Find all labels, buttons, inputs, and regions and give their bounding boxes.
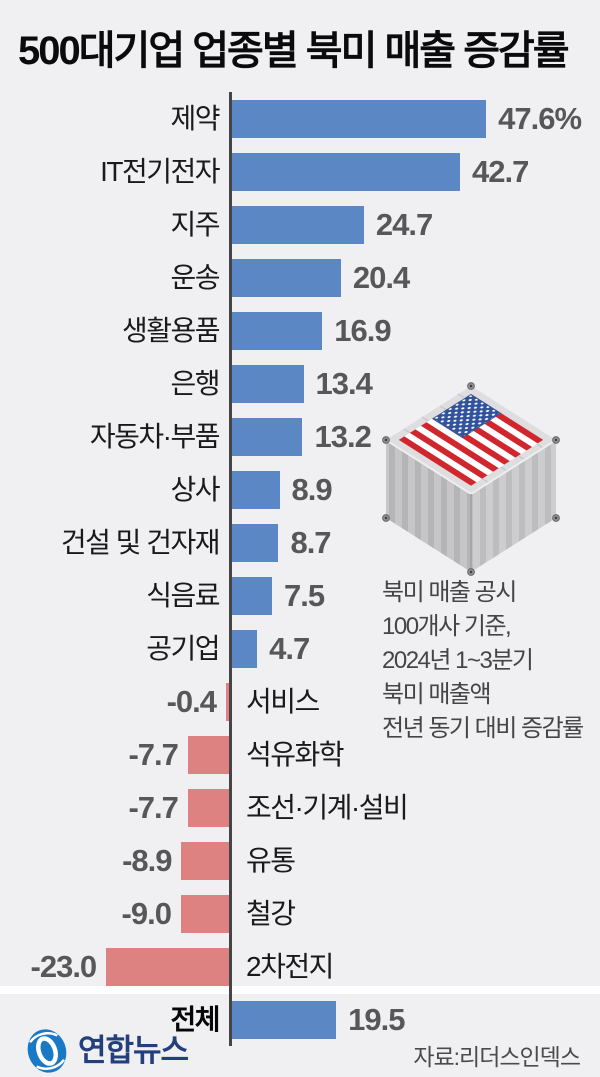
- data-source-credit: 자료:리더스인덱스: [413, 1044, 581, 1070]
- value-label: -0.4: [166, 684, 217, 719]
- note-line: 100개사 기준,: [382, 613, 512, 640]
- bar: [232, 153, 461, 191]
- category-label: 상사: [170, 474, 220, 505]
- chart-row: 유통 -8.9: [0, 834, 600, 887]
- value-label: -7.7: [128, 790, 178, 825]
- bar: [232, 206, 364, 244]
- chart-row: 자동차·부품 13.2: [0, 410, 600, 463]
- chart-row: 공기업 4.7: [0, 622, 600, 675]
- bar: [232, 630, 258, 668]
- category-label: 자동차·부품: [89, 421, 221, 452]
- yonhap-logo-text: 연합뉴스: [78, 1033, 189, 1068]
- category-label: 전체: [170, 1004, 220, 1035]
- bar: [232, 577, 273, 615]
- category-label: 석유화학: [246, 739, 345, 770]
- category-label: 식음료: [146, 580, 220, 611]
- total-row-separator: [0, 986, 600, 994]
- value-label: 42.7: [472, 154, 529, 189]
- chart-row: 건설 및 건자재 8.7: [0, 516, 600, 569]
- category-label: 운송: [170, 262, 220, 293]
- chart-row: 조선·기계·설비 -7.7: [0, 781, 600, 834]
- bar: [232, 418, 303, 456]
- bar: [232, 312, 323, 350]
- value-label: -9.0: [121, 896, 172, 931]
- value-label: -8.9: [122, 843, 172, 878]
- container-left-face: [386, 440, 471, 572]
- note-line: 전년 동기 대비 증감률: [382, 715, 584, 742]
- container-right-face: [471, 440, 556, 572]
- bar: [180, 895, 229, 933]
- page-title: 500대기업 업종별 북미 매출 증감률: [18, 29, 570, 73]
- bar: [232, 471, 280, 509]
- value-label: 4.7: [269, 631, 310, 666]
- value-label: 24.7: [375, 207, 433, 242]
- value-label: -23.0: [30, 949, 98, 984]
- bar: [226, 683, 229, 721]
- bar: [187, 736, 229, 774]
- category-label: 생활용품: [121, 315, 221, 346]
- us-flag: [398, 394, 544, 486]
- note-line: 2024년 1~3분기: [382, 647, 534, 674]
- value-label: 16.9: [334, 313, 391, 348]
- chart-row: 생활용품 16.9: [0, 304, 600, 357]
- category-label: 서비스: [246, 686, 320, 717]
- bar: [232, 365, 304, 403]
- bar: [232, 100, 487, 138]
- category-label: 은행: [170, 368, 220, 399]
- chart-row: 식음료 7.5: [0, 569, 600, 622]
- bar: [187, 789, 229, 827]
- chart-row: 철강 -9.0: [0, 887, 600, 940]
- chart-row: 전체 19.5: [0, 993, 600, 1046]
- category-label: 공기업: [146, 633, 220, 664]
- chart-row: 제약 47.6%: [0, 92, 600, 145]
- chart-row: 2차전지 -23.0: [0, 940, 600, 993]
- chart-row: 서비스 -0.4: [0, 675, 600, 728]
- chart-note: 북미 매출 공시 100개사 기준, 2024년 1~3분기 북미 매출액 전년…: [382, 576, 597, 746]
- note-line: 북미 매출액: [382, 681, 492, 708]
- chart-row: 지주 24.7: [0, 198, 600, 251]
- chart-row: 운송 20.4: [0, 251, 600, 304]
- category-label: 유통: [246, 845, 296, 876]
- category-label: 조선·기계·설비: [246, 792, 409, 823]
- value-label: 20.4: [352, 260, 410, 295]
- chart-row: IT전기전자 42.7: [0, 145, 600, 198]
- chart-axis-line: [229, 92, 232, 1046]
- category-label: IT전기전자: [100, 156, 220, 187]
- bar: [181, 842, 229, 880]
- category-label: 2차전지: [246, 951, 334, 982]
- us-flag-container-illustration: [382, 382, 560, 576]
- value-label: 8.9: [291, 472, 333, 507]
- value-label: 47.6%: [498, 101, 582, 136]
- value-label: 19.5: [348, 1002, 405, 1037]
- bar: [232, 1001, 337, 1039]
- value-label: 7.5: [284, 578, 325, 613]
- category-label: 제약: [170, 103, 220, 134]
- chart-row: 은행 13.4: [0, 357, 600, 410]
- chart-row: 상사 8.9: [0, 463, 600, 516]
- note-line: 북미 매출 공시: [382, 579, 517, 606]
- category-label: 건설 및 건자재: [60, 527, 221, 558]
- chart-row: 석유화학 -7.7: [0, 728, 600, 781]
- bar: [106, 948, 229, 986]
- category-label: 철강: [246, 898, 296, 929]
- value-label: 8.7: [290, 525, 331, 560]
- bar-chart: 제약 47.6% IT전기전자 42.7 지주 24.7 운송 20.4 생활용품 16.9 은행 1…: [0, 92, 600, 1046]
- category-label: 지주: [170, 209, 220, 240]
- yonhap-logo: 연합뉴스: [24, 1028, 189, 1074]
- value-label: 13.4: [315, 366, 373, 401]
- yonhap-logo-icon: [27, 1029, 67, 1073]
- value-label: -7.7: [128, 737, 178, 772]
- bar: [232, 524, 279, 562]
- bar: [232, 259, 341, 297]
- value-label: 13.2: [314, 419, 371, 454]
